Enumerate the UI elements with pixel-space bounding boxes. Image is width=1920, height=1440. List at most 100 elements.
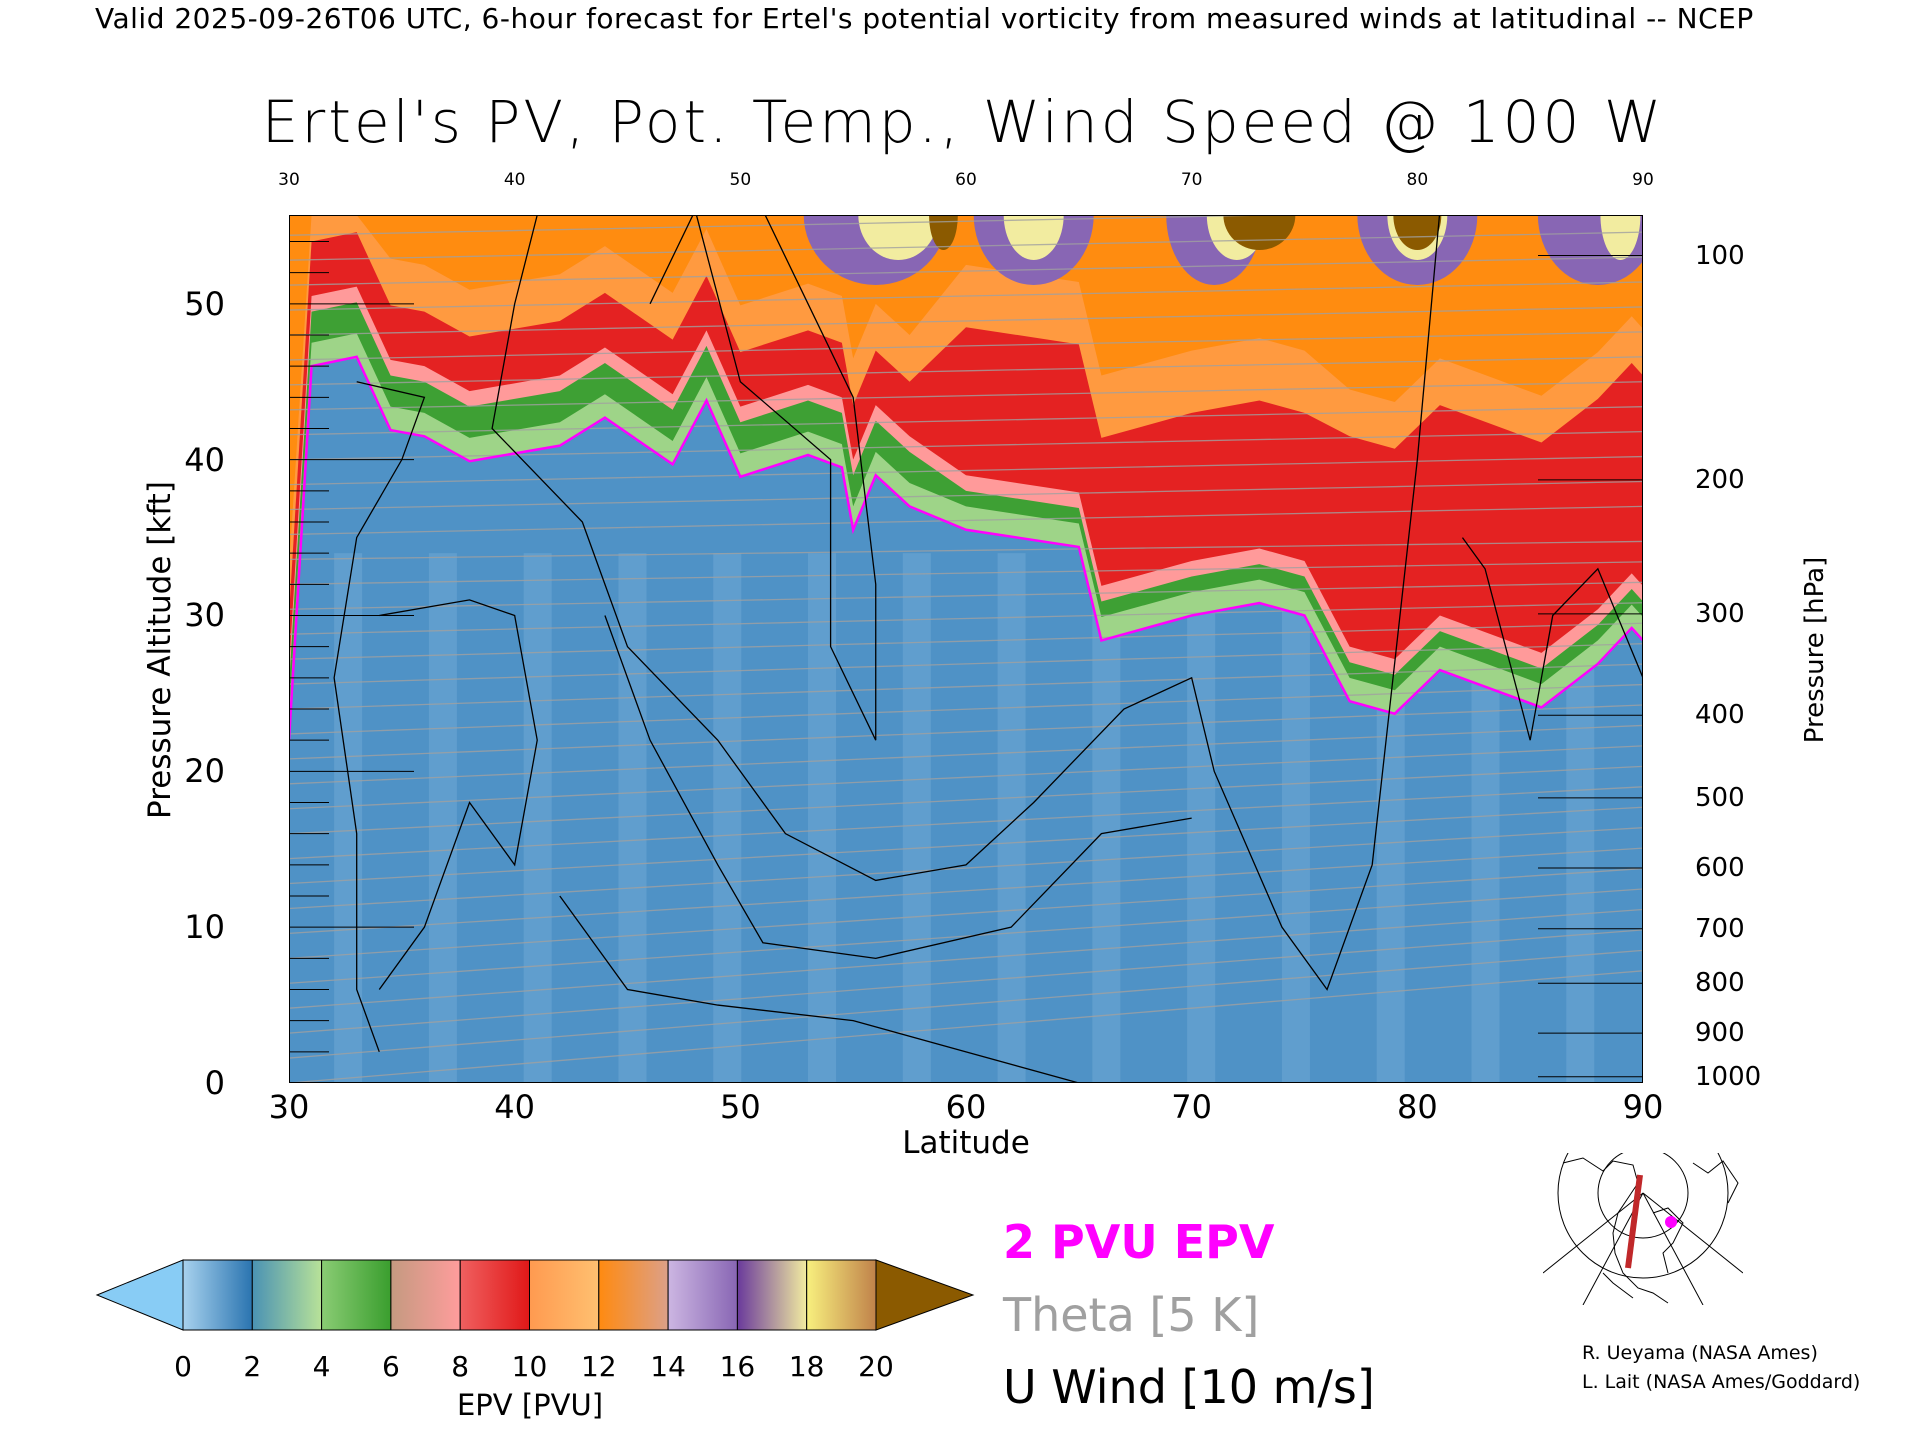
theta-contour (289, 430, 1643, 461)
theta-contour (289, 663, 1643, 710)
theta-contour (289, 622, 1643, 660)
colorbar-tick-label: 0 (174, 1350, 192, 1383)
map-location-dot (1665, 1216, 1677, 1228)
theta-contour (289, 256, 1643, 286)
chart-title: Ertel's PV, Pot. Temp., Wind Speed @ 100… (261, 88, 1665, 156)
map-coastlines (1562, 1157, 1739, 1304)
theta-contour (289, 306, 1643, 336)
theta-contour (289, 765, 1643, 835)
theta-contour (289, 480, 1643, 511)
colorbar-tick-label: 20 (858, 1350, 894, 1383)
theta-contour (289, 827, 1643, 910)
theta-contour (289, 561, 1643, 585)
x-tick-label: 70 (1171, 1088, 1213, 1126)
epv-fill-light-streak (334, 553, 363, 1083)
theta-contour (289, 908, 1643, 1009)
y-tick-label: 50 (184, 284, 225, 323)
top-tick-label: 70 (1180, 170, 1203, 190)
colorbar-segment (598, 1259, 669, 1331)
y-tick-label: 20 (184, 752, 225, 791)
y-tick-label: 40 (184, 440, 225, 479)
epv-fill-light-streak (997, 553, 1026, 1083)
top-tick-label: 50 (729, 170, 752, 190)
epv-fill-light-streak (713, 553, 742, 1083)
colorbar-segment (459, 1259, 531, 1331)
colorbar-over-triangle (875, 1259, 975, 1331)
pressure-tick-label: 200 (1695, 464, 1745, 495)
top-tick-label: 60 (955, 170, 977, 190)
colorbar-tick-label: 8 (451, 1350, 470, 1383)
x-tick-label: 80 (1396, 1088, 1438, 1126)
theta-contour (289, 745, 1643, 810)
pressure-axis-label: Pressure [hPa] (1800, 556, 1830, 744)
credit-line: L. Lait (NASA Ames/Goddard) (1582, 1371, 1861, 1393)
top-tick-label: 80 (1406, 170, 1429, 190)
colorbar-tick-label: 12 (580, 1350, 617, 1383)
epv-fill-16-18 (858, 215, 939, 260)
epv-fill-over-20 (1223, 215, 1296, 250)
epv-fill-12-14 (289, 215, 1643, 569)
theta-contour (289, 540, 1643, 561)
theta-contour (289, 581, 1643, 610)
epv-fill-light-streak (1187, 553, 1216, 1083)
theta-contour (289, 786, 1643, 860)
pressure-tick-label: 800 (1695, 968, 1745, 999)
y-tick-label: 0 (204, 1064, 225, 1102)
theta-contour (289, 724, 1643, 785)
theta-contour (289, 806, 1643, 885)
theta-contour (289, 215, 1299, 236)
u-wind-contour (559, 895, 1080, 1083)
legend-2pvu: 2 PVU EPV (1003, 1215, 1275, 1269)
epv-fill-over-20 (929, 215, 958, 250)
theta-contour (289, 949, 1643, 1059)
theta-contour (289, 704, 1643, 760)
x-tick-label: 90 (1622, 1088, 1664, 1126)
theta-contour (289, 643, 1643, 685)
epv-fill-light-streak (428, 553, 457, 1083)
colorbar-segment (390, 1259, 461, 1331)
y-axis-label: Pressure Altitude [kft] (142, 481, 178, 819)
u-wind-contour (378, 599, 538, 990)
legend-theta: Theta [5 K] (1003, 1288, 1260, 1342)
colorbar-segment (182, 1259, 253, 1331)
credit-line: R. Ueyama (NASA Ames) (1582, 1342, 1818, 1364)
pressure-tick-label: 100 (1695, 240, 1745, 271)
x-tick-label: 50 (719, 1088, 761, 1126)
y-tick-label: 10 (184, 908, 225, 947)
y-tick-label: 30 (184, 596, 225, 635)
colorbar-tick-label: 6 (381, 1350, 400, 1383)
theta-contour (289, 847, 1643, 935)
theta-contour (289, 888, 1643, 984)
u-wind-contour (333, 381, 426, 1053)
top-tick-label: 90 (1632, 170, 1654, 190)
epv-fill-light-streak (1281, 553, 1310, 1083)
colorbar-tick-label: 10 (511, 1350, 548, 1383)
colorbar-segment (251, 1259, 323, 1331)
colorbar-segment (806, 1259, 877, 1331)
theta-contour (289, 331, 1643, 361)
theta-contour (289, 356, 1643, 386)
map-latitude-circle (1597, 1153, 1689, 1239)
top-tick-label: 40 (503, 170, 526, 190)
pressure-tick-label: 400 (1695, 700, 1745, 731)
locator-map (1543, 1153, 1743, 1305)
pv-cross-section-plot (289, 215, 1643, 1083)
epv-fill-light-streak (618, 553, 647, 1083)
top-tick-label: 30 (278, 170, 300, 190)
colorbar-tick-label: 18 (788, 1350, 825, 1383)
epv-fill-16-18 (1600, 215, 1641, 260)
colorbar-segment (736, 1259, 808, 1331)
u-wind-contour (604, 615, 1192, 959)
colorbar-tick-label: 16 (719, 1350, 756, 1383)
colorbar-label: EPV [PVU] (456, 1388, 604, 1422)
pressure-tick-label: 300 (1695, 598, 1745, 629)
colorbar-tick-label: 2 (243, 1350, 262, 1383)
pressure-tick-label: 1000 (1695, 1061, 1762, 1092)
top-title: Valid 2025-09-26T06 UTC, 6-hour forecast… (95, 2, 1754, 35)
epv-fill-over-20 (1393, 215, 1442, 250)
pressure-tick-label: 600 (1695, 852, 1745, 883)
theta-contour (289, 929, 1643, 1034)
u-wind-contour (1461, 537, 1643, 741)
theta-contour (289, 867, 1643, 959)
pressure-tick-label: 700 (1695, 913, 1745, 944)
